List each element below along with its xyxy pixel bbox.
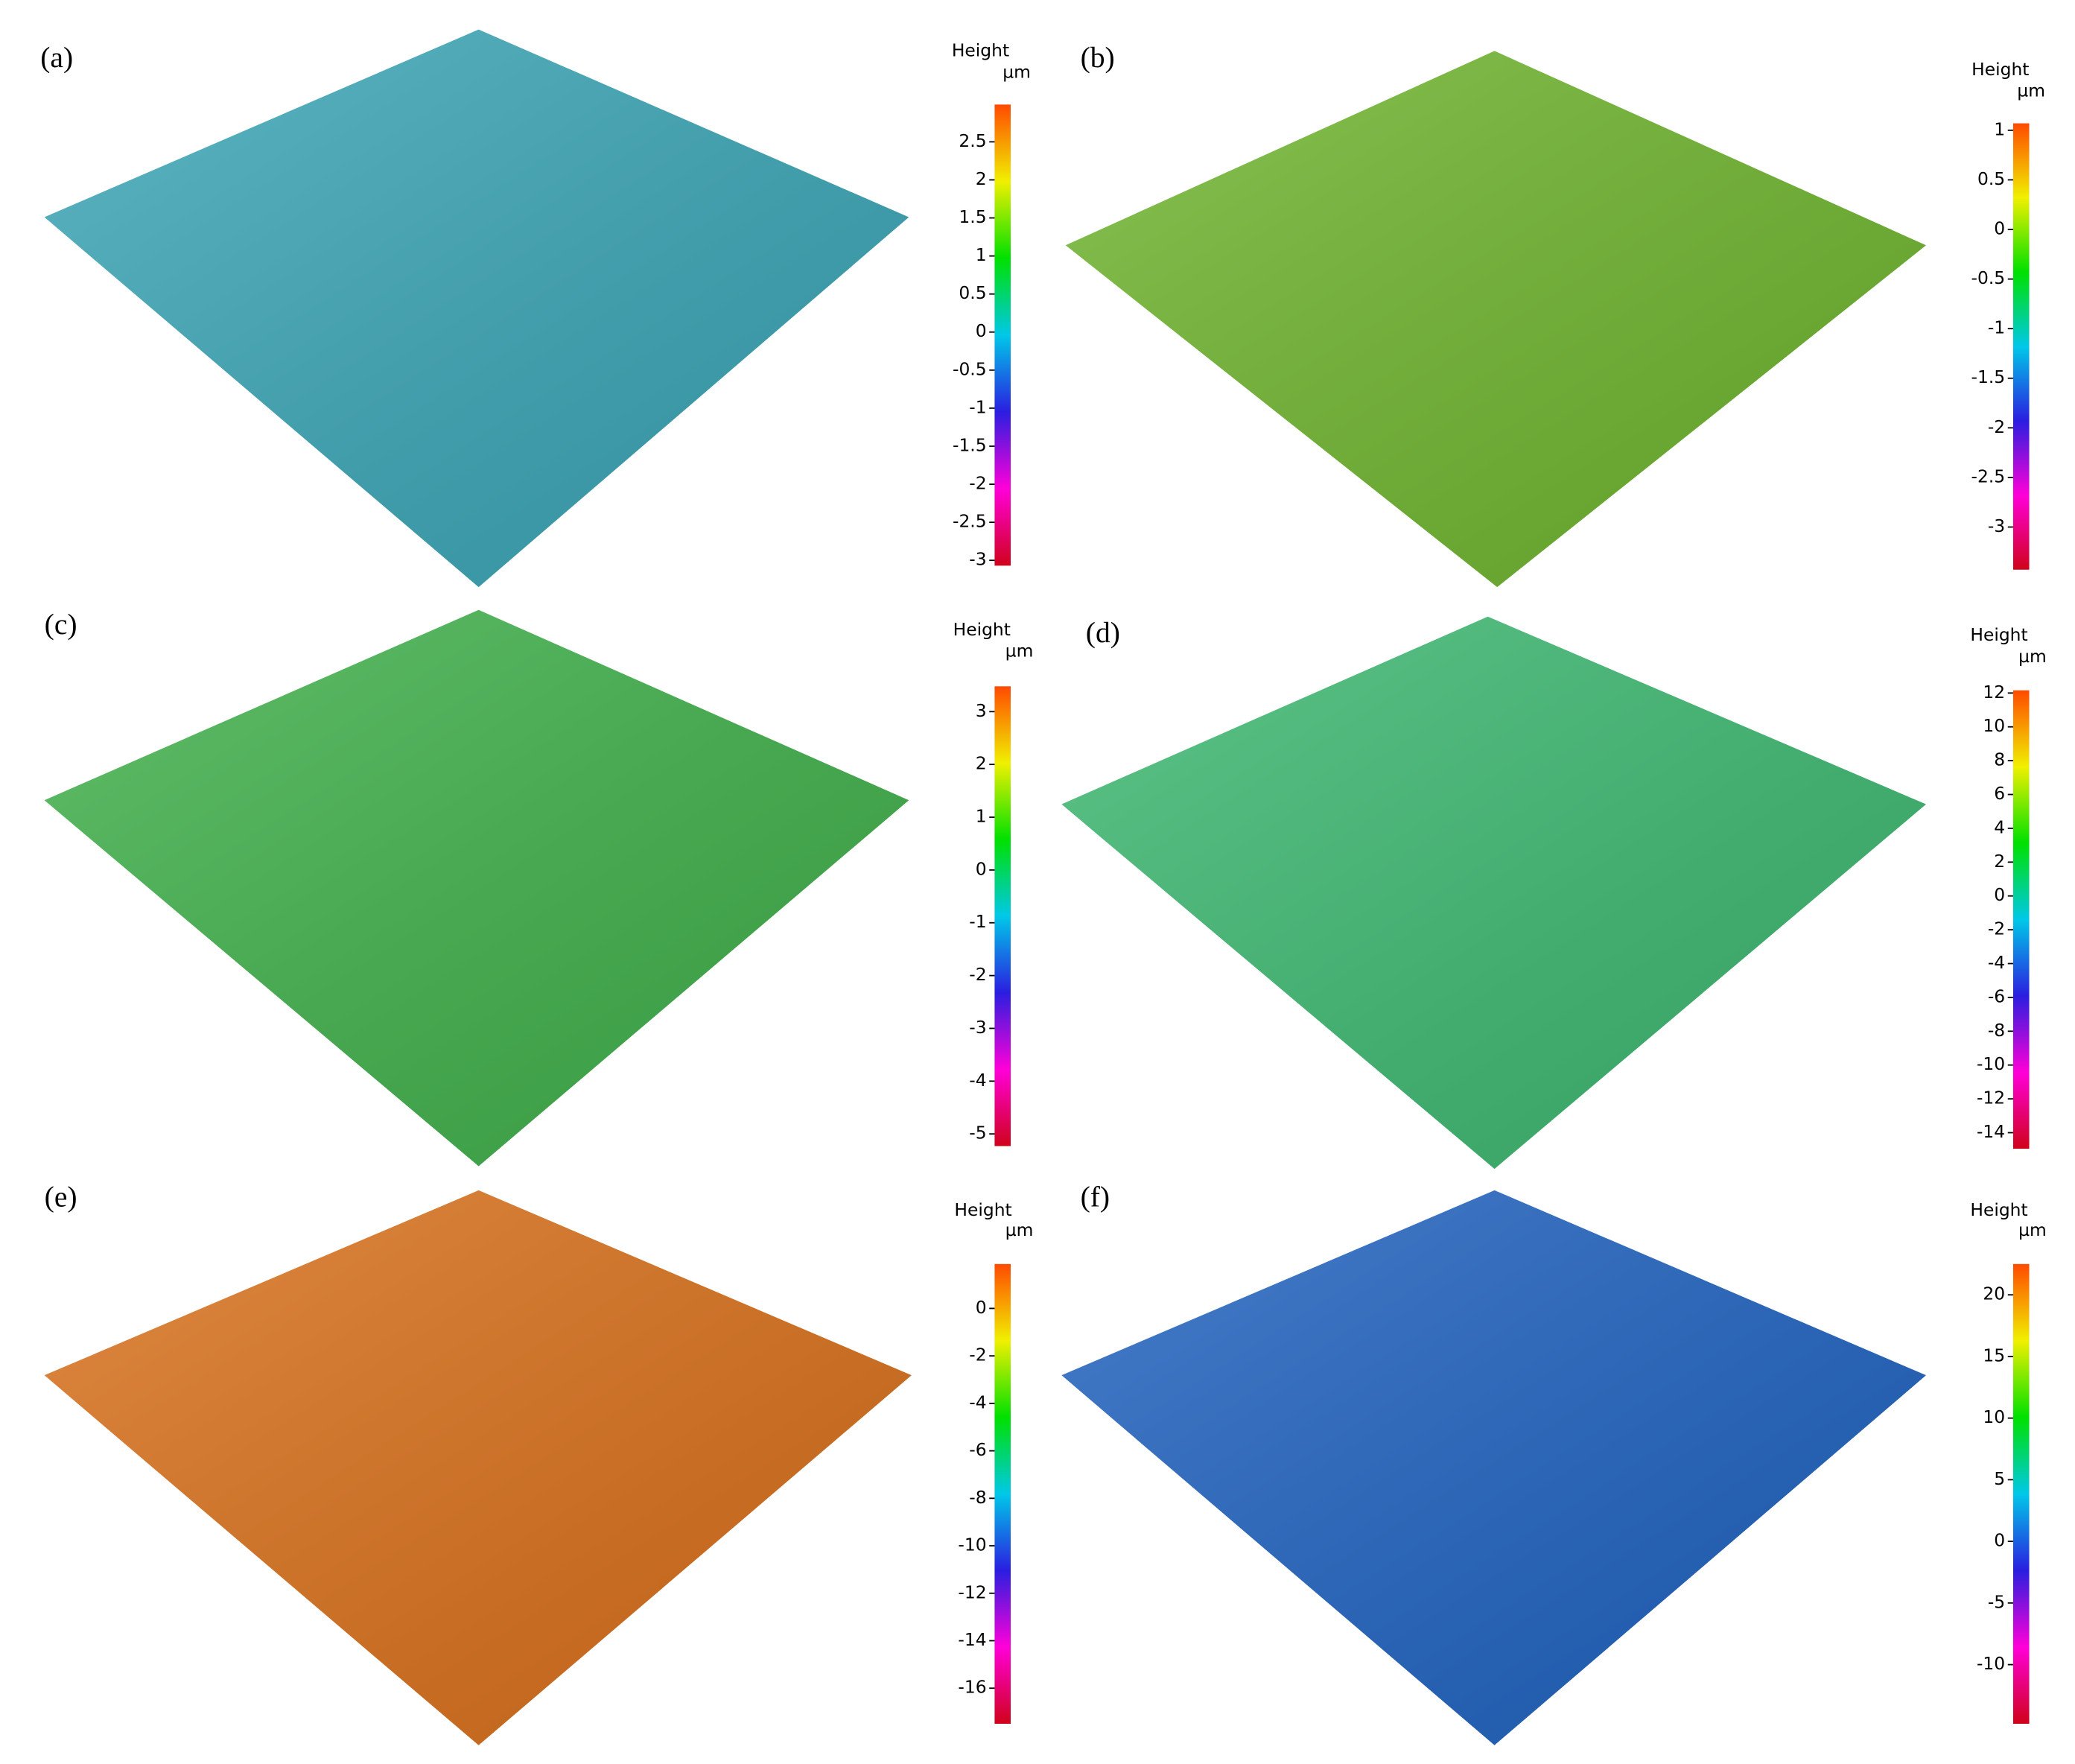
colorbar-tick-label: 0 [1994,884,2005,905]
colorbar [994,1263,1011,1725]
colorbar-unit: µm [1005,1219,1034,1240]
colorbar-tick-label: -4 [969,1392,986,1412]
colorbar-tick-label: -1.5 [1971,367,2006,387]
colorbar-tick-label: 0 [976,858,987,879]
colorbar-tick-label: -1 [969,396,986,417]
colorbar-unit: µm [1005,641,1034,662]
colorbar-tick-label: -1 [1988,317,2005,338]
colorbar-tick-label: 1 [976,806,987,827]
surface-shading [44,29,909,588]
colorbar-tick-label: -14 [1977,1121,2005,1142]
colorbar-tick-label: -8 [1988,1020,2005,1041]
colorbar-tick-label: -8 [969,1487,986,1508]
panel-label: (e) [45,1180,77,1213]
panel-label: (c) [45,608,77,641]
colorbar-tick-label: 15 [1983,1345,2005,1365]
colorbar-tick-label: -2 [969,1345,986,1365]
colorbar-tick-label: -2.5 [953,511,987,532]
colorbar-title: Height [952,40,1009,61]
colorbar-unit: µm [1002,61,1031,82]
colorbar-tick-label: -16 [958,1677,986,1698]
colorbar [994,686,1011,1146]
colorbar-tick-label: 0 [1994,1530,2005,1551]
colorbar-tick-label: -10 [1977,1653,2005,1674]
colorbar-tick-label: -0.5 [953,358,987,379]
colorbar-tick-label: 1 [976,244,987,265]
colorbar-tick-label: 2 [976,753,987,774]
colorbar-tick-label: 2 [1994,851,2005,872]
colorbar-tick-label: -4 [969,1070,986,1091]
surface-shading [1061,1190,1926,1745]
colorbar-title: Height [954,1199,1011,1220]
colorbar-tick-label: 1 [1994,118,2005,139]
colorbar-tick-label: -2 [969,473,986,494]
colorbar-tick-label: -5 [1988,1591,2005,1612]
colorbar-unit: µm [2018,1219,2047,1240]
colorbar-tick-label: -2 [1988,416,2005,437]
colorbar [2012,690,2030,1149]
colorbar-tick-label: 20 [1983,1284,2005,1304]
colorbar-tick-label: -6 [969,1439,986,1460]
colorbar-title: Height [1971,59,2029,80]
colorbar-tick-label: -2.5 [1971,466,2006,486]
panel-label: (a) [40,41,73,74]
colorbar-tick-label: -6 [1988,986,2005,1006]
panel-label: (d) [1086,616,1120,649]
surface-shading [44,609,909,1167]
colorbar-tick-label: 0 [976,1297,987,1318]
colorbar-tick-label: -2 [1988,919,2005,939]
colorbar-tick-label: 3 [976,700,987,721]
colorbar-tick-label: -10 [958,1535,986,1555]
colorbar [2012,1263,2030,1725]
panel-label: (f) [1081,1180,1110,1213]
colorbar [994,104,1011,566]
colorbar-tick-label: 4 [1994,816,2005,837]
colorbar-tick-label: 1.5 [959,206,986,227]
colorbar-tick-label: -3 [969,549,986,570]
colorbar-tick-label: 0.5 [959,282,986,303]
colorbar-tick-label: 0.5 [1977,168,2005,189]
colorbar-tick-label: -3 [1988,515,2005,536]
surface-shading [1061,616,1926,1170]
colorbar-tick-label: -4 [1988,952,2005,973]
colorbar-tick-label: -10 [1977,1053,2005,1074]
colorbar-tick-label: -14 [958,1629,986,1650]
colorbar-tick-label: 0 [976,320,987,341]
colorbar-tick-label: 2.5 [959,130,986,151]
colorbar-tick-label: 10 [1983,715,2005,736]
colorbar-tick-label: 10 [1983,1406,2005,1427]
colorbar [2012,123,2030,570]
colorbar-tick-label: -0.5 [1971,267,2006,288]
colorbar-tick-label: -1.5 [953,434,987,455]
colorbar-tick-label: -3 [969,1017,986,1038]
colorbar-tick-label: 12 [1983,682,2005,702]
colorbar-tick-label: 5 [1994,1468,2005,1489]
colorbar-title: Height [1970,624,2027,645]
surface-shading [1065,51,1926,588]
colorbar-tick-label: -12 [1977,1088,2005,1108]
colorbar-tick-label: 2 [976,168,987,189]
panel-label: (b) [1081,41,1115,74]
colorbar-title: Height [953,619,1011,640]
colorbar-tick-label: -5 [969,1123,986,1143]
colorbar-tick-label: 0 [1994,218,2005,239]
colorbar-tick-label: 8 [1994,749,2005,770]
surface-shading [44,1190,912,1745]
colorbar-tick-label: -1 [969,911,986,932]
colorbar-title: Height [1970,1199,2027,1220]
colorbar-tick-label: 6 [1994,783,2005,804]
colorbar-unit: µm [2017,80,2045,101]
colorbar-tick-label: -12 [958,1581,986,1602]
colorbar-unit: µm [2018,646,2047,667]
colorbar-tick-label: -2 [969,964,986,985]
